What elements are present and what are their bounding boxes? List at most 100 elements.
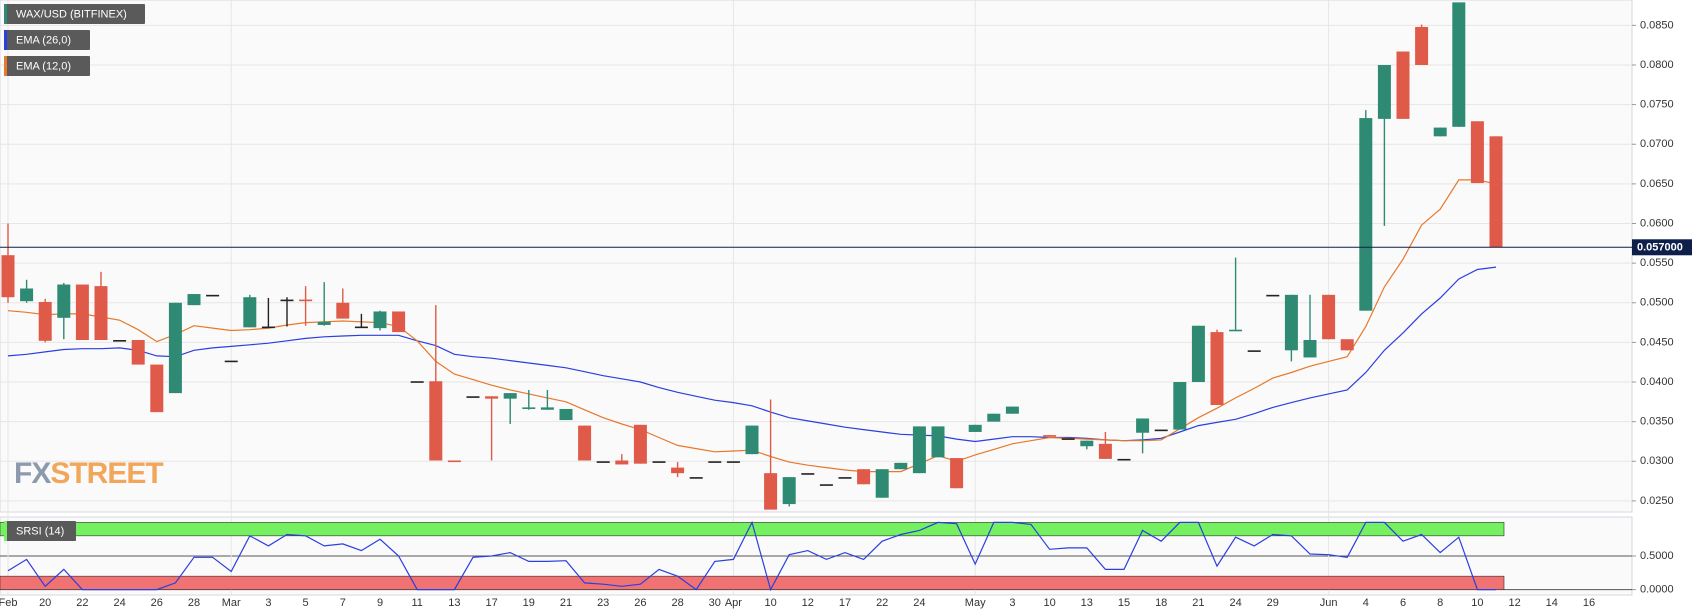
candle-body xyxy=(819,484,833,486)
x-tick-label: 10 xyxy=(1471,597,1483,609)
candle-body xyxy=(113,340,127,342)
x-tick-label: 18 xyxy=(1155,597,1167,609)
y-tick-label: 0.0500 xyxy=(1640,297,1674,309)
x-tick-label: 22 xyxy=(876,597,888,609)
candle-body xyxy=(38,301,52,341)
x-tick-label: 19 xyxy=(523,597,535,609)
candle-body xyxy=(224,360,238,363)
candle-body xyxy=(726,461,740,463)
candle-body xyxy=(708,461,722,463)
candle-body xyxy=(1247,350,1261,352)
candle-body xyxy=(764,473,778,510)
legend-entry-box xyxy=(4,30,90,50)
candle-body xyxy=(1452,2,1466,127)
candle-body xyxy=(968,424,982,432)
legend-title-strip xyxy=(4,4,7,24)
candle-body xyxy=(652,461,666,463)
candle-body xyxy=(299,299,313,302)
y-tick-label: 0.0600 xyxy=(1640,217,1674,229)
y-tick-label: 0.0350 xyxy=(1640,416,1674,428)
x-tick-label: May xyxy=(965,597,986,609)
x-tick-label: Apr xyxy=(725,597,742,609)
watermark: FXSTREET xyxy=(14,457,163,490)
x-tick-label: Mar xyxy=(222,597,241,609)
x-tick-label: 12 xyxy=(802,597,814,609)
candle-body xyxy=(596,461,610,463)
candle-body xyxy=(187,294,201,306)
candle-body xyxy=(540,407,554,410)
x-tick-label: 29 xyxy=(1267,597,1279,609)
candle-body xyxy=(875,469,889,498)
x-tick-label: 4 xyxy=(1363,597,1369,609)
candle-body xyxy=(168,302,182,394)
watermark-part: STREET xyxy=(50,457,163,490)
candle-body xyxy=(392,311,406,333)
candle-body xyxy=(1303,340,1317,358)
candle-body xyxy=(894,462,908,470)
x-tick-label: 13 xyxy=(448,597,460,609)
candle-body xyxy=(931,426,945,458)
x-tick-label: 14 xyxy=(1546,597,1558,609)
x-tick-label: 26 xyxy=(634,597,646,609)
y-tick-label: 0.5000 xyxy=(1640,550,1674,562)
y-tick-label: 0.0300 xyxy=(1640,455,1674,467)
x-tick-label: 5 xyxy=(303,597,309,609)
x-tick-label: 21 xyxy=(1192,597,1204,609)
last-price-box xyxy=(1632,239,1692,256)
candle-body xyxy=(1080,440,1094,447)
x-tick-label: 23 xyxy=(597,597,609,609)
candle-body xyxy=(745,425,759,455)
candle-body xyxy=(782,477,796,505)
candle-body xyxy=(317,321,331,325)
x-tick-label: 22 xyxy=(76,597,88,609)
x-tick-label: 26 xyxy=(151,597,163,609)
band xyxy=(0,575,1505,590)
y-tick-label: 0.0250 xyxy=(1640,495,1674,507)
candle-body xyxy=(1377,64,1391,119)
candle-body xyxy=(94,286,108,341)
srsi-label: SRSI (14) xyxy=(16,525,64,537)
candle-body xyxy=(261,326,275,329)
labels: 0.0250 0.0300 0.0350 0.0400 0.0450 0.0500 0.05… xyxy=(0,4,1692,609)
candle-body xyxy=(75,284,89,341)
x-tick-label: 24 xyxy=(913,597,925,609)
candle-body xyxy=(522,407,536,409)
x-tick-label: 17 xyxy=(485,597,497,609)
candle-body xyxy=(373,311,387,329)
candle-body xyxy=(578,425,592,461)
candle-body xyxy=(1415,26,1429,65)
x-tick-label: 28 xyxy=(671,597,683,609)
x-tick-label: 13 xyxy=(1081,597,1093,609)
candle-body xyxy=(1340,339,1354,351)
candle-body xyxy=(1210,332,1224,406)
y-tick-label: 0.0800 xyxy=(1640,59,1674,71)
y-tick-label: 0.0400 xyxy=(1640,376,1674,388)
candle-body xyxy=(485,396,499,399)
legend-entry: EMA (12,0) xyxy=(16,60,71,72)
candle-body xyxy=(1359,118,1373,311)
x-tick-label: 3 xyxy=(265,597,271,609)
legend-title: WAX/USD (BITFINEX) xyxy=(16,8,127,20)
x-tick-label: 16 xyxy=(1583,597,1595,609)
candle-body xyxy=(1322,294,1336,340)
x-tick-label: 6 xyxy=(1400,597,1406,609)
y-tick-label: 0.0550 xyxy=(1640,257,1674,269)
x-tick-label: Jun xyxy=(1320,597,1338,609)
candle-body xyxy=(503,393,517,399)
candle-body xyxy=(633,424,647,464)
srsi-label-strip xyxy=(4,521,7,541)
candle-body xyxy=(912,426,926,474)
x-tick-label: 7 xyxy=(340,597,346,609)
candle-body xyxy=(1136,418,1150,433)
candle-body xyxy=(1098,443,1112,459)
candle-body xyxy=(987,413,1001,422)
last-price-label: 0.057000 xyxy=(1637,242,1683,254)
candle-body xyxy=(615,460,629,465)
candle-body xyxy=(131,340,145,365)
x-tick-label: 10 xyxy=(1043,597,1055,609)
watermark-part: FX xyxy=(14,457,51,490)
x-tick-label: 12 xyxy=(1508,597,1520,609)
candle-body xyxy=(1229,329,1243,332)
legend-entry-strip xyxy=(4,56,7,76)
y-tick-label: 0.0450 xyxy=(1640,336,1674,348)
